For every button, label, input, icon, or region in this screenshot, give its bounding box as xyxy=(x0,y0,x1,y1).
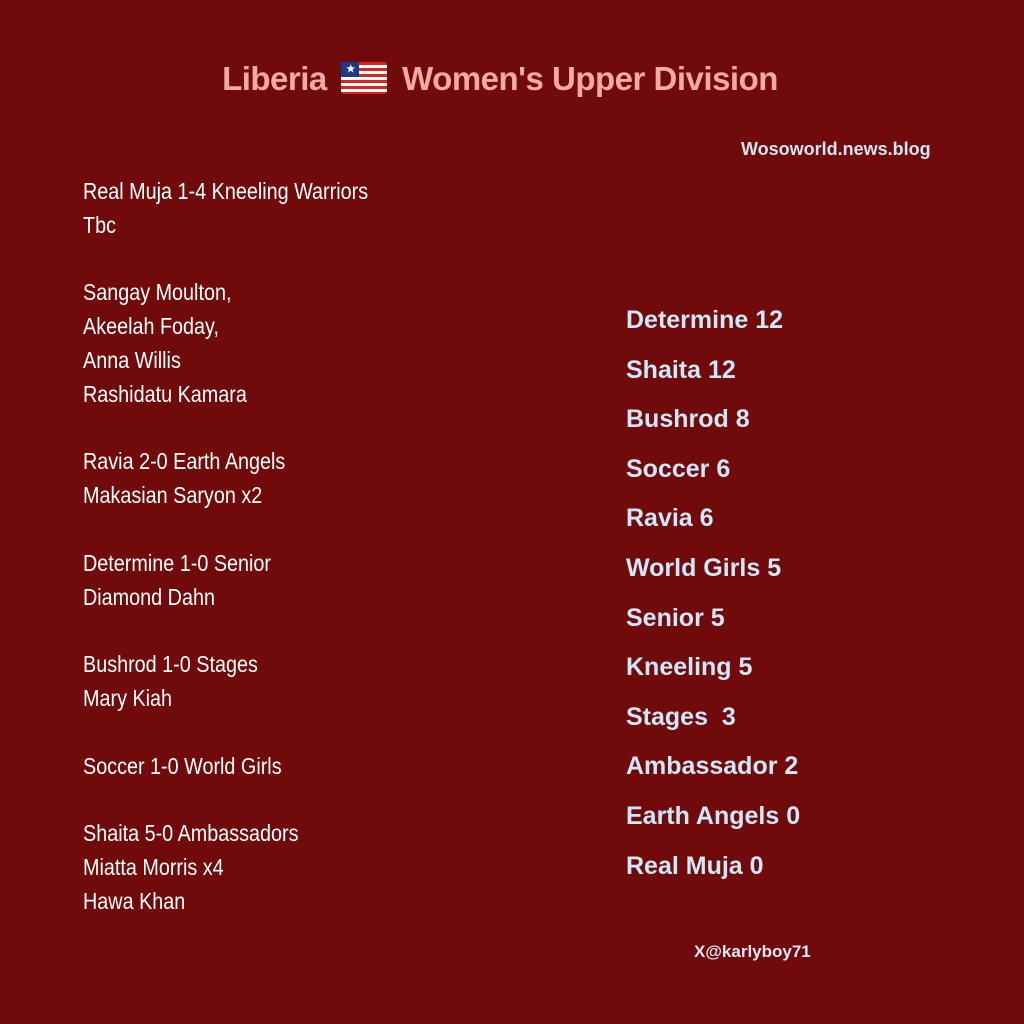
result-line: Makasian Saryon x2 xyxy=(83,482,263,509)
result-line: Ravia 2-0 Earth Angels xyxy=(83,448,286,475)
standings-row: Senior 5 xyxy=(626,603,725,632)
result-line: Mary Kiah xyxy=(83,684,173,711)
result-line: Hawa Khan xyxy=(83,887,186,914)
social-handle: X@karlyboy71 xyxy=(694,942,811,961)
result-line xyxy=(83,243,368,277)
result-line: Tbc xyxy=(83,211,116,238)
standings-row: Earth Angels 0 xyxy=(626,801,801,830)
result-line: Miatta Morris x4 xyxy=(83,853,224,880)
standings-row: Ambassador 2 xyxy=(626,752,799,781)
result-line: Diamond Dahn xyxy=(83,583,215,610)
result-line: Rashidatu Kamara xyxy=(83,380,247,407)
result-line: Real Muja 1-4 Kneeling Warriors xyxy=(83,178,369,204)
result-line: Shaita 5-0 Ambassadors xyxy=(83,820,299,847)
standings-row: Stages 3 xyxy=(626,702,736,731)
result-line: Akeelah Foday, xyxy=(83,313,219,340)
standings-list: Determine 12 Shaita 12 Bushrod 8 Soccer 6 Ra… xyxy=(626,303,800,898)
title-league: Women's Upper Division xyxy=(402,60,778,97)
standings-row: Real Muja 0 xyxy=(626,851,764,880)
standings-row: Soccer 6 xyxy=(626,454,731,483)
standings-row: Shaita 12 xyxy=(626,355,736,384)
site-watermark: Wosoworld.news.blog xyxy=(741,139,931,159)
result-line: Anna Willis xyxy=(83,346,181,373)
result-line: Sangay Moulton, xyxy=(83,279,232,306)
standings-row: Bushrod 8 xyxy=(626,405,750,434)
standings-row: Determine 12 xyxy=(626,306,784,334)
result-line xyxy=(83,614,368,648)
result-line xyxy=(83,716,368,750)
liberia-flag-icon: ★ xyxy=(341,62,388,94)
standings-row: Ravia 6 xyxy=(626,504,714,533)
result-line: Determine 1-0 Senior xyxy=(83,549,272,576)
result-line xyxy=(83,513,368,547)
result-line: Bushrod 1-0 Stages xyxy=(83,651,258,678)
standings-row: World Girls 5 xyxy=(626,553,782,582)
result-line xyxy=(83,783,368,817)
result-line xyxy=(83,412,368,446)
page-title: Liberia ★ Women's Upper Division xyxy=(0,60,1000,98)
title-country: Liberia xyxy=(222,60,327,97)
standings-row: Kneeling 5 xyxy=(626,653,753,682)
results-list: Real Muja 1-4 Kneeling Warriors Tbc Sangay… xyxy=(83,175,368,919)
result-line: Soccer 1-0 World Girls xyxy=(83,752,282,779)
